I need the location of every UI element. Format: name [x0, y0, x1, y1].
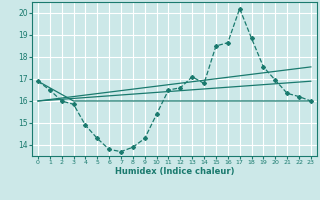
- X-axis label: Humidex (Indice chaleur): Humidex (Indice chaleur): [115, 167, 234, 176]
